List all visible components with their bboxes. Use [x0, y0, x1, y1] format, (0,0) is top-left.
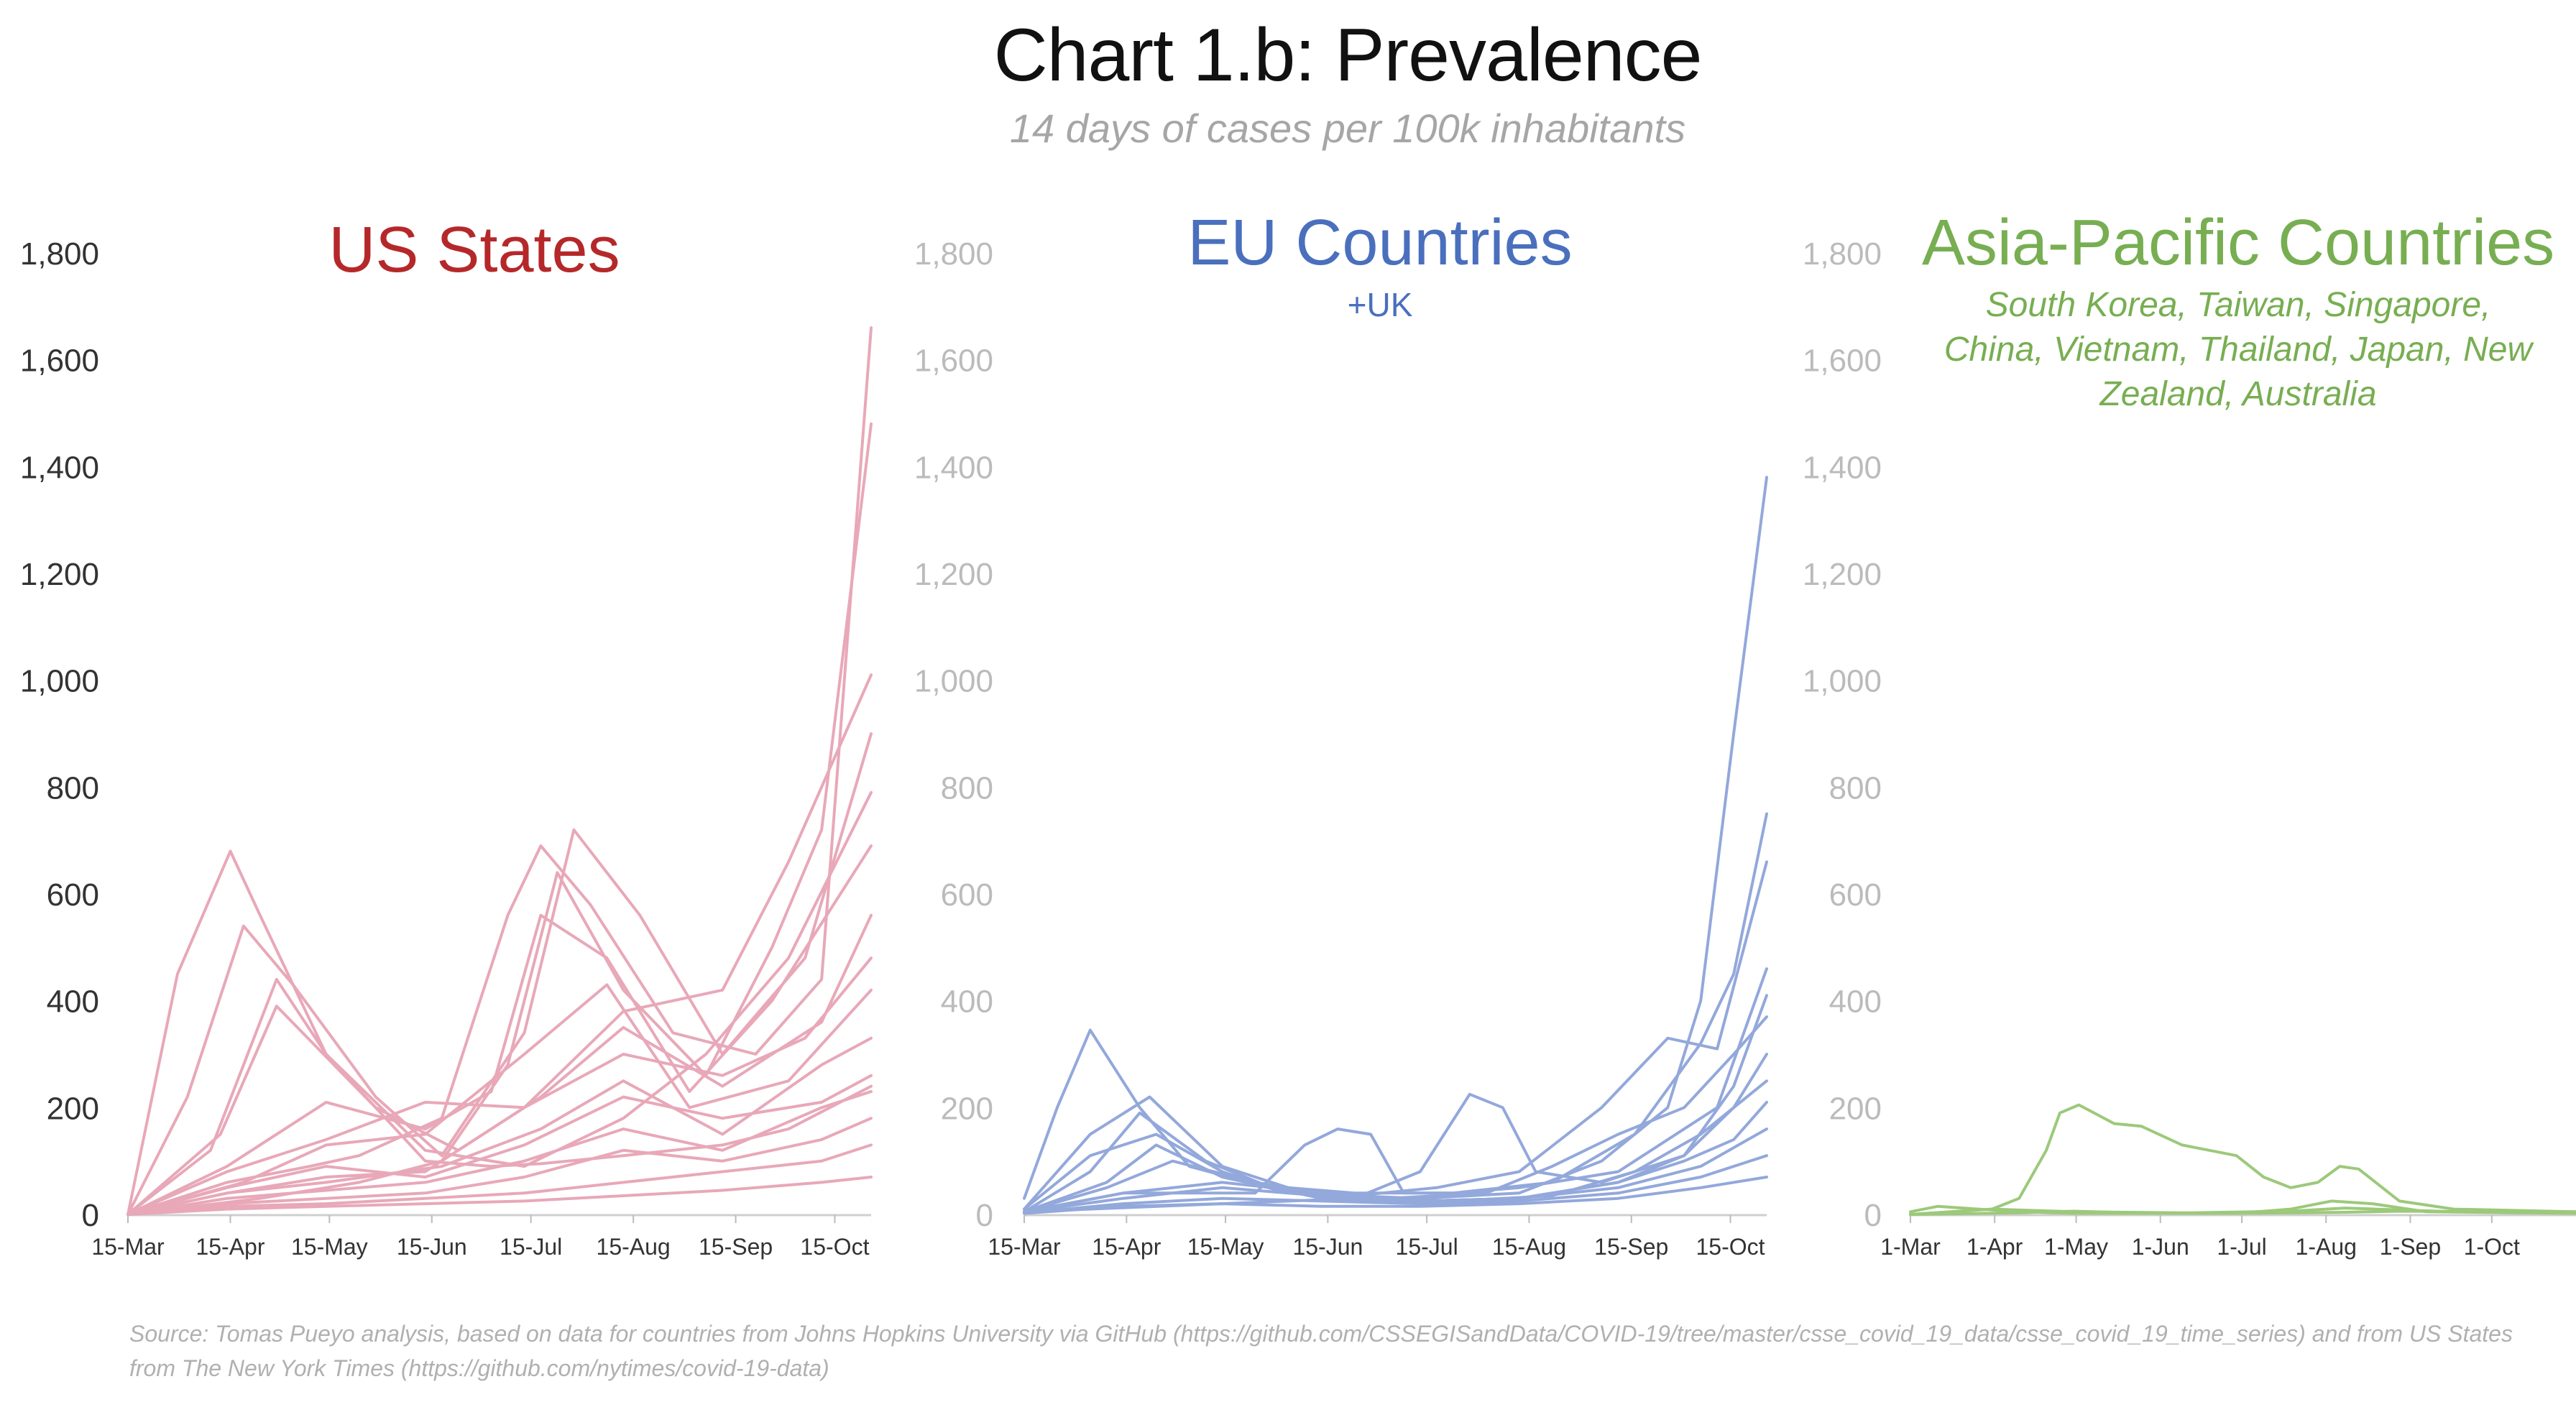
y-tick-label: 0	[976, 1198, 993, 1233]
series-line-country-11	[1023, 1154, 1768, 1214]
series-line-state-16	[126, 1176, 873, 1216]
y-tick-label: 1,600	[1803, 343, 1882, 379]
series-line-japan	[1909, 1207, 2576, 1216]
y-tick-label: 1,200	[1803, 557, 1882, 592]
y-tick-label: 800	[1829, 770, 1882, 806]
series-line-country-4	[1023, 967, 1768, 1214]
x-tick-label: 1-Mar	[1880, 1234, 1941, 1260]
x-tick-label: 1-Apr	[1966, 1234, 2023, 1260]
y-tick-label: 1,000	[20, 664, 99, 699]
y-tick-label: 1,800	[1803, 236, 1882, 272]
panel-title: EU Countries	[1187, 207, 1572, 279]
series-line-country-3	[1023, 860, 1768, 1211]
series-line-state-15	[126, 1143, 873, 1216]
y-tick-label: 600	[47, 877, 99, 913]
panel-subtitle-line: China, Vietnam, Thailand, Japan, New	[1944, 331, 2535, 369]
series-line-state-13	[126, 1090, 873, 1216]
y-tick-label: 1,000	[914, 664, 993, 699]
x-tick-label: 15-Apr	[196, 1234, 264, 1260]
x-tick-label: 1-Sep	[2380, 1234, 2441, 1260]
y-tick-label: 400	[941, 984, 993, 1020]
y-tick-label: 200	[47, 1091, 99, 1126]
x-tick-label: 15-Oct	[800, 1234, 869, 1260]
chart-title: Chart 1.b: Prevalence	[993, 14, 1703, 97]
x-tick-label: 15-Aug	[1492, 1234, 1566, 1260]
series-line-country-12	[1023, 1176, 1768, 1215]
y-tick-label: 1,800	[20, 236, 99, 272]
y-tick-label: 1,200	[914, 557, 993, 592]
x-tick-label: 15-Jul	[500, 1234, 562, 1260]
y-tick-label: 800	[941, 770, 993, 806]
series-line-country-6	[1023, 1015, 1768, 1214]
panel-subtitle-line: Zealand, Australia	[2099, 375, 2376, 413]
x-tick-label: 15-Apr	[1092, 1234, 1161, 1260]
panel-title: Asia-Pacific Countries	[1922, 207, 2554, 279]
y-tick-label: 1,400	[1803, 450, 1882, 485]
series-line-south-korea	[1909, 1204, 2576, 1215]
x-tick-label: 1-Oct	[2464, 1234, 2520, 1260]
y-tick-label: 0	[1864, 1198, 1882, 1233]
y-tick-label: 1,800	[914, 236, 993, 272]
x-tick-label: 15-Oct	[1696, 1234, 1765, 1260]
x-tick-label: 1-Jul	[2217, 1234, 2266, 1260]
panel-subtitle-line: +UK	[1348, 286, 1413, 323]
x-tick-label: 1-Aug	[2296, 1234, 2357, 1260]
panel-title: US States	[328, 214, 620, 286]
chart-subtitle: 14 days of cases per 100k inhabitants	[1009, 106, 1686, 151]
x-tick-label: 15-May	[291, 1234, 368, 1260]
x-tick-label: 15-Mar	[988, 1234, 1061, 1260]
panel-asia-pacific-countries: Asia-Pacific Countries South Korea, Taiwa…	[1803, 207, 2576, 1260]
x-tick-label: 15-Aug	[597, 1234, 671, 1260]
y-tick-label: 1,400	[914, 450, 993, 485]
series-line-country-1	[1023, 476, 1768, 1200]
x-tick-label: 1-May	[2044, 1234, 2108, 1260]
series-line-state-9	[126, 956, 873, 1216]
y-tick-label: 400	[47, 984, 99, 1020]
panel-eu-countries: EU Countries +UK 0 200 400 600 800 1,000 1,200 1,…	[914, 207, 1768, 1260]
y-tick-label: 1,200	[20, 557, 99, 592]
series-line-state-11	[126, 1036, 873, 1216]
panel-subtitle-line: South Korea, Taiwan, Singapore,	[1986, 286, 2491, 324]
series-line-state-12	[126, 1074, 873, 1216]
x-tick-label: 1-Jun	[2132, 1234, 2189, 1260]
y-tick-label: 1,600	[20, 343, 99, 379]
source-note: Source: Tomas Pueyo analysis, based on d…	[129, 1321, 2513, 1381]
y-tick-label: 200	[1829, 1091, 1882, 1126]
y-tick-label: 0	[82, 1198, 99, 1233]
x-tick-label: 15-Sep	[1594, 1234, 1668, 1260]
series-line-state-6	[126, 790, 873, 1216]
x-tick-label: 15-Jun	[397, 1234, 467, 1260]
panel-us-states: US States 0 200 400 600 800 1,000 1,200 1,400 1,6…	[20, 214, 873, 1260]
series-line-state-4	[126, 422, 873, 1216]
x-tick-label: 15-Sep	[699, 1234, 773, 1260]
x-tick-label: 15-Jun	[1292, 1234, 1363, 1260]
series-line-state-7	[126, 844, 873, 1216]
y-tick-label: 400	[1829, 984, 1882, 1020]
y-tick-label: 600	[1829, 877, 1882, 913]
series-line-state-10	[126, 983, 873, 1216]
series-line-country-7	[1023, 1053, 1768, 1214]
y-tick-label: 1,600	[914, 343, 993, 379]
series-line-singapore	[1909, 1103, 2576, 1216]
series-line-state-14	[126, 1117, 873, 1216]
y-tick-label: 1,000	[1803, 664, 1882, 699]
series-line-state-3	[126, 326, 873, 1216]
y-tick-label: 1,400	[20, 450, 99, 485]
series-line-state-1	[126, 849, 873, 1216]
series-line-country-2	[1023, 812, 1768, 1211]
y-tick-label: 200	[941, 1091, 993, 1126]
y-tick-label: 600	[941, 877, 993, 913]
x-tick-label: 15-May	[1187, 1234, 1264, 1260]
y-tick-label: 800	[47, 770, 99, 806]
x-tick-label: 15-Mar	[91, 1234, 165, 1260]
series-line-country-10	[1023, 1127, 1768, 1214]
x-tick-label: 15-Jul	[1396, 1234, 1458, 1260]
